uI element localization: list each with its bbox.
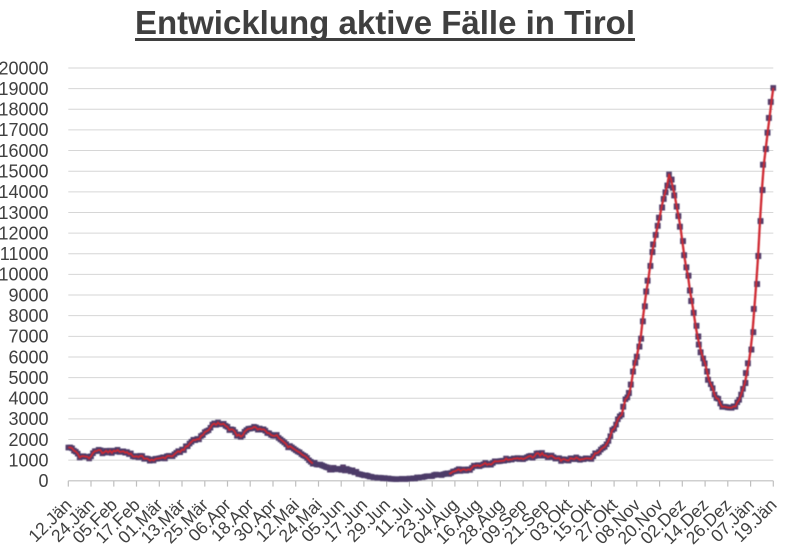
svg-text:17000: 17000	[0, 120, 49, 140]
svg-text:0: 0	[38, 471, 48, 491]
svg-text:1000: 1000	[8, 451, 48, 471]
svg-text:20000: 20000	[0, 58, 49, 78]
svg-text:6000: 6000	[8, 347, 48, 367]
svg-text:2000: 2000	[8, 430, 48, 450]
svg-text:16000: 16000	[0, 141, 49, 161]
svg-text:13000: 13000	[0, 203, 49, 223]
svg-text:14000: 14000	[0, 182, 49, 202]
svg-text:5000: 5000	[8, 368, 48, 388]
svg-text:11000: 11000	[0, 244, 49, 264]
svg-text:7000: 7000	[8, 327, 48, 347]
svg-text:15000: 15000	[0, 162, 49, 182]
svg-text:9000: 9000	[8, 285, 48, 305]
svg-text:8000: 8000	[8, 306, 48, 326]
svg-text:12000: 12000	[0, 223, 49, 243]
svg-text:18000: 18000	[0, 100, 49, 120]
svg-text:10000: 10000	[0, 265, 49, 285]
svg-text:19000: 19000	[0, 79, 49, 99]
svg-text:4000: 4000	[8, 389, 48, 409]
svg-text:3000: 3000	[8, 409, 48, 429]
